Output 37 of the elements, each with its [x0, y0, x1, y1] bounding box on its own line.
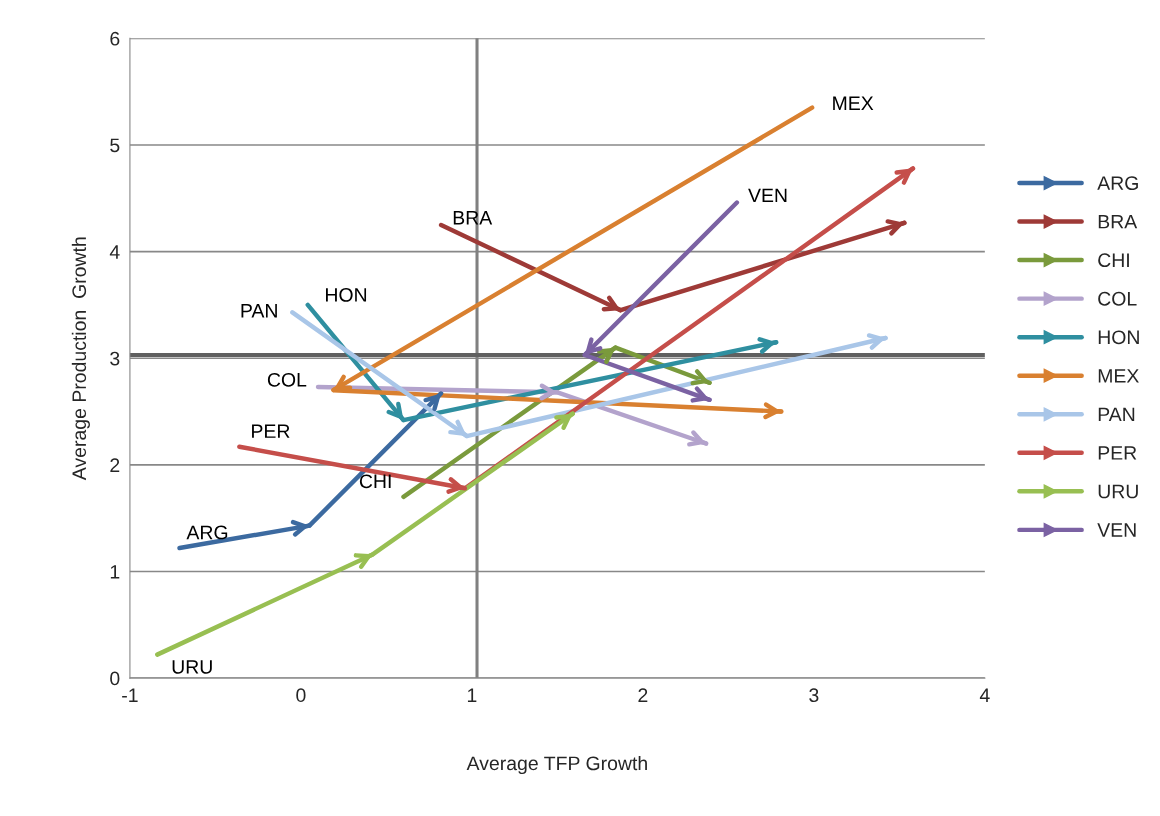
- x-tick-label: 0: [296, 688, 306, 703]
- text: BRA: [453, 211, 493, 225]
- text: PER: [252, 424, 290, 438]
- x-tick-label: 2: [638, 688, 648, 702]
- text: COL: [267, 372, 307, 387]
- text: PAN: [241, 304, 277, 318]
- point: [614, 306, 623, 313]
- legend-label: COL: [1098, 291, 1137, 306]
- legend-label: BRA: [1098, 214, 1138, 229]
- y-tick-label: 4: [109, 245, 120, 259]
- text: CHI: [359, 474, 391, 489]
- y-tick-label: 2: [110, 458, 120, 472]
- text: HON: [326, 288, 367, 302]
- y-axis-title: Average Production Growth: [71, 237, 90, 481]
- text: URU: [172, 660, 212, 674]
- y-tick-label: 3: [110, 351, 120, 366]
- x-tick-label: 1: [467, 688, 477, 702]
- point: [703, 378, 712, 385]
- y-tick-label: 1: [110, 565, 120, 579]
- y-tick-label: 0: [110, 671, 120, 686]
- legend-label: MEX: [1098, 369, 1139, 383]
- legend-label: CHI: [1098, 253, 1129, 268]
- legend-label: PAN: [1098, 407, 1135, 422]
- legend-label: PER: [1098, 446, 1137, 460]
- x-tick-label: -1: [122, 688, 138, 702]
- text: MEX: [833, 96, 874, 110]
- y-tick-label: 6: [110, 31, 120, 46]
- x-tick-label: 4: [979, 688, 990, 702]
- legend-label: HON: [1098, 330, 1139, 345]
- y-tick-label: 5: [110, 138, 120, 153]
- text: ARG: [186, 525, 228, 540]
- x-axis-title: Average TFP Growth: [466, 755, 647, 775]
- legend-label: ARG: [1097, 176, 1138, 190]
- x-tick-label: 3: [809, 688, 819, 703]
- text: VEN: [748, 188, 787, 203]
- legend-label: VEN: [1097, 523, 1136, 537]
- legend-label: URU: [1098, 484, 1138, 499]
